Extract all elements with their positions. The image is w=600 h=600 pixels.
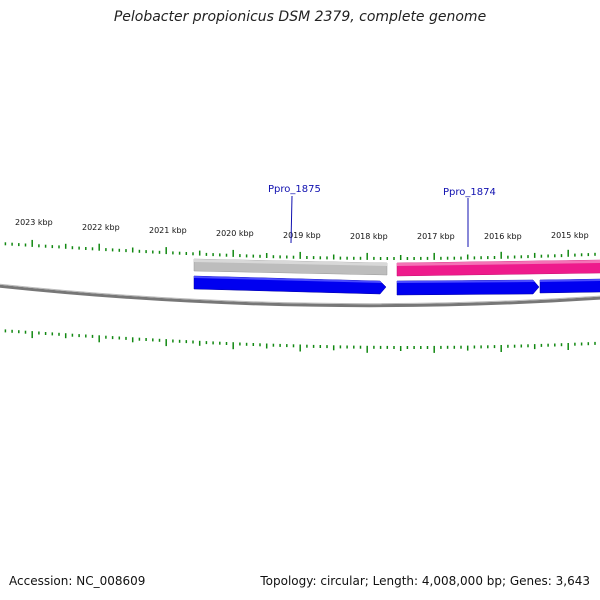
- gene-label-ppro-1874[interactable]: Ppro_1874: [443, 187, 496, 198]
- map-title: Pelobacter propionicus DSM 2379, complet…: [113, 9, 487, 25]
- scale-label-2023: 2023 kbp: [15, 218, 53, 227]
- scale-label-2015: 2015 kbp: [551, 231, 589, 240]
- scale-label-2018: 2018 kbp: [350, 232, 388, 241]
- upper-scale-ticks: [4, 239, 596, 260]
- accession-text: Accession: NC_008609: [9, 574, 146, 588]
- scale-label-2019: 2019 kbp: [283, 231, 321, 240]
- genome-summary-text: Topology: circular; Length: 4,008,000 bp…: [260, 574, 590, 588]
- lower-scale-ticks: [4, 329, 596, 353]
- scale-label-2016: 2016 kbp: [484, 232, 522, 241]
- scale-label-2020: 2020 kbp: [216, 229, 254, 238]
- scale-label-2017: 2017 kbp: [417, 232, 455, 241]
- gene-label-leader-1875: [290, 195, 293, 244]
- scale-label-2022: 2022 kbp: [82, 223, 120, 232]
- scale-labels: 2023 kbp 2022 kbp 2021 kbp 2020 kbp 2019…: [15, 218, 589, 241]
- scale-label-2021: 2021 kbp: [149, 226, 187, 235]
- genome-backbone: [0, 284, 600, 308]
- cds-arrow-2[interactable]: [396, 279, 540, 296]
- gene-label-ppro-1875[interactable]: Ppro_1875: [268, 184, 321, 195]
